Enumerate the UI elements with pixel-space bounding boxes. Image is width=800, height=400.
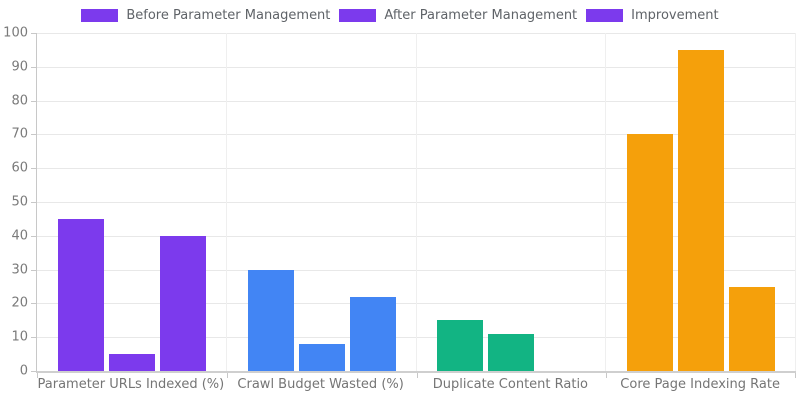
- y-tick-mark: [31, 371, 36, 372]
- bar: [298, 343, 345, 371]
- legend-label: Before Parameter Management: [126, 7, 331, 23]
- gridline-horizontal: [37, 100, 796, 102]
- y-tick-label: 80: [11, 93, 28, 109]
- y-tick-label: 20: [11, 295, 28, 311]
- y-tick-mark: [31, 269, 36, 271]
- legend-item-improvement: Improvement: [586, 7, 719, 23]
- bar: [729, 286, 776, 371]
- x-category-label: Duplicate Content Ratio: [432, 377, 589, 392]
- gridline-horizontal: [37, 66, 796, 68]
- y-tick-label: 40: [11, 228, 28, 244]
- y-tick-mark: [31, 33, 36, 34]
- gridline-vertical: [795, 33, 796, 371]
- plot-area: [31, 33, 796, 378]
- x-tick-mark: [795, 373, 796, 378]
- y-tick-mark: [31, 134, 36, 136]
- legend-label: After Parameter Management: [384, 7, 578, 23]
- y-tick-label: 0: [19, 363, 28, 379]
- y-tick-mark: [31, 337, 36, 339]
- bar: [247, 269, 294, 371]
- bar: [159, 235, 206, 371]
- chart-legend: Before Parameter Management After Parame…: [0, 5, 800, 25]
- y-tick-mark: [31, 202, 36, 203]
- x-category-label: Core Page Indexing Rate: [620, 377, 780, 392]
- x-category-label: Crawl Budget Wasted (%): [237, 377, 404, 392]
- gridline-horizontal: [37, 33, 796, 34]
- y-tick-label: 60: [11, 160, 28, 176]
- bar: [627, 134, 674, 371]
- y-tick-mark: [31, 100, 36, 102]
- gridline-horizontal: [37, 134, 796, 136]
- gridline-horizontal: [37, 269, 796, 271]
- y-axis: 0 10 20 30 40 50 60 70 80 90 100: [0, 26, 30, 379]
- y-tick-mark: [31, 303, 36, 305]
- legend-swatch: [586, 8, 624, 22]
- gridline-horizontal: [37, 303, 796, 305]
- y-tick-label: 10: [11, 329, 28, 345]
- x-tick-mark: [226, 373, 228, 378]
- bar: [108, 354, 155, 371]
- x-tick-mark: [37, 373, 38, 378]
- legend-item-after: After Parameter Management: [339, 8, 577, 23]
- x-category-label: Parameter URLs Indexed (%): [37, 377, 225, 392]
- y-tick-label: 30: [11, 262, 28, 278]
- y-tick-label: 70: [11, 126, 28, 142]
- x-tick-mark: [606, 373, 608, 378]
- gridline-vertical: [415, 33, 417, 371]
- bar: [678, 49, 725, 371]
- bar-group: [417, 33, 607, 371]
- legend-label: Improvement: [631, 7, 719, 23]
- y-tick-label: 90: [11, 59, 28, 75]
- x-axis-labels: Parameter URLs Indexed (%) Crawl Budget W…: [36, 377, 795, 392]
- gridline-horizontal: [37, 202, 796, 203]
- bar: [349, 296, 396, 371]
- x-tick-mark: [416, 373, 418, 378]
- y-tick-label: 50: [11, 194, 28, 210]
- bar-group: [227, 33, 417, 371]
- y-tick-label: 100: [3, 25, 28, 41]
- gridline-horizontal: [37, 235, 796, 237]
- gridline-vertical: [605, 33, 607, 371]
- gridline-horizontal: [37, 168, 796, 170]
- gridline-vertical: [225, 33, 227, 371]
- bar: [488, 333, 535, 371]
- legend-swatch: [81, 8, 119, 22]
- bar: [57, 218, 104, 371]
- bar-group: [37, 33, 227, 371]
- y-tick-mark: [31, 235, 36, 237]
- legend-item-before: Before Parameter Management: [81, 8, 330, 23]
- bar: [437, 320, 484, 371]
- y-tick-mark: [31, 66, 36, 68]
- bar-group: [606, 33, 796, 371]
- gridline-horizontal: [37, 337, 796, 339]
- y-tick-mark: [31, 168, 36, 170]
- legend-swatch: [339, 8, 377, 22]
